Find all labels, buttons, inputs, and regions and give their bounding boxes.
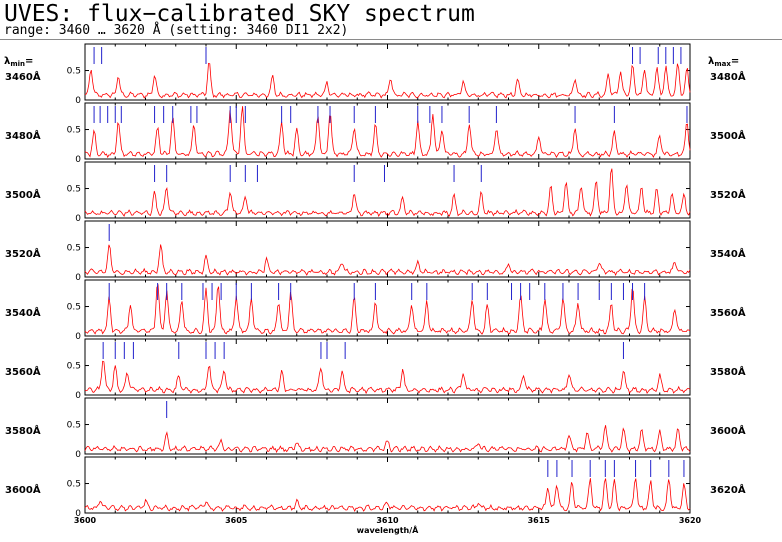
spectrum-panel: 0 0.5 3580Å 3600Å	[5, 397, 746, 460]
y-tick-label: 0.5	[67, 480, 81, 490]
spectrum-line	[84, 478, 691, 512]
spectrum-panel: 0 0.5 3560Å 3580Å	[5, 338, 746, 401]
spectrum-panel: 0 0.5 3480Å 3500Å	[5, 102, 746, 165]
spectrum-panel: 0 0.5 3540Å 3560Å	[5, 279, 746, 342]
y-tick-label: 0	[75, 96, 81, 106]
spectrum-panel: 0 0.5 3460Å 3480Å	[5, 43, 746, 106]
y-tick-label: 0.5	[67, 185, 81, 195]
y-tick-label: 0.5	[67, 303, 81, 313]
spectrum-panel: 0 0.5 3600Å 3620Å	[5, 456, 746, 519]
y-tick-label: 0.5	[67, 67, 81, 77]
y-tick-label: 0	[75, 391, 81, 401]
lambda-min-header-sub: min	[10, 60, 25, 68]
lambda-max-header: λmax=	[708, 56, 739, 68]
lambda-max-value: 3600Å	[710, 424, 746, 437]
lambda-max-value: 3520Å	[710, 188, 746, 201]
panel-frame	[84, 456, 691, 514]
y-tick-label: 0.5	[67, 126, 81, 136]
spectrum-line	[84, 360, 691, 395]
lambda-min-value: 3580Å	[5, 424, 41, 437]
lambda-max-value: 3620Å	[710, 483, 746, 496]
spectrum-panel: 0 0.5 3520Å 3540Å	[5, 220, 746, 283]
lambda-min-header-eq: =	[25, 56, 33, 67]
lambda-max-header-eq: =	[731, 56, 739, 67]
lambda-min-value: 3500Å	[5, 188, 41, 201]
lambda-min-value: 3520Å	[5, 247, 41, 260]
lambda-max-value: 3500Å	[710, 129, 746, 142]
spectrum-line	[84, 425, 691, 454]
title-divider	[0, 39, 782, 40]
x-tick-label: 3600	[74, 516, 97, 525]
y-tick-label: 0	[75, 273, 81, 283]
wavelength-axis: 3600 3605 3610 3615 3620 wavelength/Å	[74, 516, 702, 535]
spectrum-line	[84, 244, 691, 277]
lambda-max-header-symbol: λ	[708, 56, 715, 67]
y-tick-label: 0	[75, 214, 81, 224]
x-tick-label: 3610	[376, 516, 399, 525]
lambda-min-value: 3560Å	[5, 365, 41, 378]
spectrum-line	[84, 106, 691, 159]
lambda-min-value: 3460Å	[5, 70, 41, 83]
y-tick-label: 0.5	[67, 244, 81, 254]
y-tick-label: 0.5	[67, 421, 81, 431]
lambda-min-value: 3480Å	[5, 129, 41, 142]
lambda-max-value: 3540Å	[710, 247, 746, 260]
y-tick-label: 0	[75, 332, 81, 342]
x-tick-label: 3605	[225, 516, 248, 525]
lambda-min-value: 3540Å	[5, 306, 41, 319]
y-tick-label: 0.5	[67, 362, 81, 372]
lambda-max-value: 3560Å	[710, 306, 746, 319]
lambda-min-header-symbol: λ	[4, 56, 11, 67]
lambda-max-value: 3580Å	[710, 365, 746, 378]
lambda-max-header-sub: max	[714, 60, 731, 68]
page-title: UVES: flux−calibrated SKY spectrum	[4, 1, 475, 27]
lambda-max-value: 3480Å	[710, 70, 746, 83]
y-tick-label: 0	[75, 450, 81, 460]
spectrum-panels: 0 0.5 3460Å 3480Å 0 0.5 3480Å 3500Å 0 0.5 3500Å 352…	[4, 43, 746, 519]
x-axis-label: wavelength/Å	[357, 525, 419, 535]
y-tick-label: 0	[75, 155, 81, 165]
page-subtitle: range: 3460 … 3620 Å (setting: 3460 DI1 …	[4, 23, 349, 38]
panel-frame	[84, 220, 691, 278]
spectrum-line	[84, 168, 691, 218]
x-tick-label: 3620	[679, 516, 702, 525]
lambda-min-value: 3600Å	[5, 483, 41, 496]
spectrum-panel: 0 0.5 3500Å 3520Å	[5, 161, 746, 224]
x-tick-label: 3615	[528, 516, 551, 525]
spectrum-line	[84, 283, 691, 335]
y-tick-label: 0	[75, 509, 81, 519]
spectrum-line	[84, 62, 691, 99]
lambda-min-header: λmin=	[4, 56, 33, 68]
